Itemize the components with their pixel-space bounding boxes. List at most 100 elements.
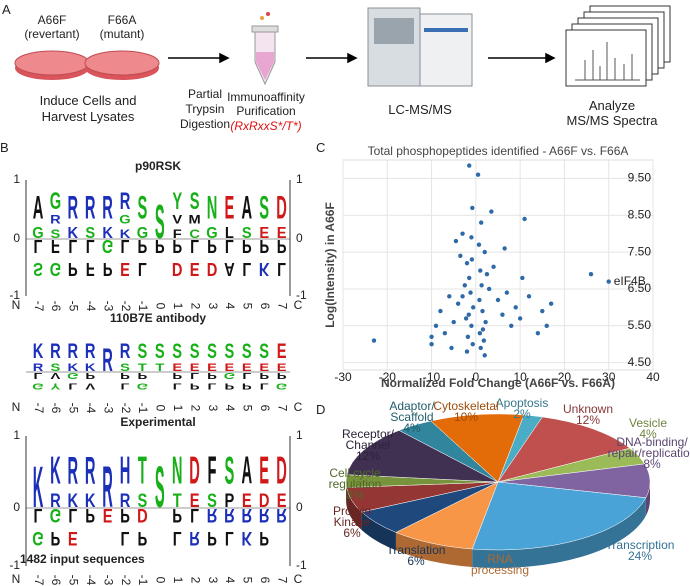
data-point: [482, 353, 487, 358]
logo-letter: L: [121, 236, 130, 257]
logo-letter: E: [225, 361, 235, 374]
logo-letter: S: [207, 489, 217, 512]
position-label: -1: [136, 301, 150, 312]
position-label: 0: [154, 303, 168, 310]
arrow-head: [347, 52, 358, 64]
logo-letter: R: [102, 190, 113, 226]
logo-title: 110B7E antibody: [110, 311, 206, 325]
logo-letter: D: [207, 258, 218, 279]
data-point: [464, 260, 470, 266]
data-point: [477, 330, 483, 336]
logo-letter: G: [32, 528, 43, 549]
position-label: -2: [119, 575, 133, 586]
pie-side: [395, 532, 473, 568]
logo-letter: L: [242, 258, 251, 279]
y-tick-label: 9.50: [628, 171, 652, 185]
position-label: 3: [206, 405, 220, 412]
logo-letter: D: [276, 190, 287, 226]
logo-letter: P: [85, 371, 95, 381]
logo-letter: P: [207, 371, 217, 381]
logo-letter: L: [34, 505, 43, 526]
pie-label: Unknown: [563, 402, 613, 416]
data-point: [495, 297, 501, 303]
tube-liquid: [256, 52, 274, 80]
y-tick-label: 8.50: [628, 207, 652, 221]
data-point: [469, 257, 475, 262]
logo-letter: S: [207, 338, 217, 363]
pie-slice: [395, 481, 499, 550]
logo-letter: P: [68, 258, 78, 279]
pie-value-label: 12%: [576, 413, 600, 427]
data-point: [464, 349, 470, 354]
logo-letter: R: [102, 343, 113, 379]
data-point: [458, 253, 463, 258]
data-point: [480, 327, 486, 332]
logo-letter: H: [120, 449, 131, 493]
pie-label: processing: [471, 563, 529, 577]
logo-axis-label: -1: [9, 558, 20, 572]
logo-letter: A: [242, 190, 253, 226]
step-text: Induce Cells and: [40, 93, 137, 108]
y-axis-label: Log(Intensity) in A66F: [323, 202, 337, 328]
logo-letter: L: [34, 371, 43, 381]
data-point: [535, 330, 541, 336]
logo-letter: R: [85, 190, 96, 226]
panel-label: A: [2, 2, 11, 17]
logo-letter: E: [207, 361, 217, 374]
logo-letter: L: [190, 371, 199, 381]
logo-axis-label: 0: [296, 231, 303, 245]
data-point: [469, 323, 474, 328]
x-tick-label: -20: [379, 370, 397, 384]
logo-letter: R: [120, 489, 131, 512]
position-label: -4: [84, 301, 98, 312]
position-label: -4: [84, 575, 98, 586]
data-point: [429, 334, 434, 340]
pie-label: Apoptosis: [496, 396, 549, 410]
logo-letter: G: [32, 224, 43, 242]
logo-axis-label: -1: [296, 288, 307, 302]
logo-letter: V: [51, 371, 61, 381]
logo-letter: S: [172, 338, 182, 363]
pie-slice: [346, 430, 499, 483]
logo-letter: L: [86, 236, 95, 257]
data-point: [477, 297, 482, 303]
position-label: -1: [136, 403, 150, 414]
logo-letter: T: [138, 449, 147, 493]
logo-letter: L: [225, 224, 234, 242]
position-label: 0: [154, 405, 168, 412]
position-label: N: [12, 400, 21, 414]
arrow-head: [219, 52, 230, 64]
position-label: 7: [275, 405, 289, 412]
pie-label: Cell cycle: [329, 466, 381, 480]
logo-letter: E: [172, 361, 182, 374]
pie-label: repair/replication: [608, 446, 690, 460]
chart-title: Total phosphopeptides identified - A66F …: [368, 144, 629, 158]
logo-letter: L: [260, 381, 269, 391]
position-label: 1: [171, 405, 185, 412]
data-point: [470, 342, 475, 347]
logo-letter: K: [120, 227, 131, 240]
logo-letter: E: [277, 361, 287, 374]
logo-letter: P: [138, 371, 148, 381]
data-point: [455, 301, 461, 306]
logo-letter: P: [138, 528, 148, 549]
dish: [14, 50, 90, 76]
arrow-head: [545, 52, 556, 64]
logo-letter: R: [50, 338, 61, 363]
logo-letter: K: [85, 361, 96, 374]
data-point: [548, 301, 554, 306]
logo-letter: E: [259, 224, 269, 242]
pie-value-label: 6%: [343, 526, 361, 540]
logo-letter: G: [50, 188, 61, 215]
logo-letter: E: [190, 361, 200, 374]
step-text: Harvest Lysates: [42, 109, 135, 124]
strain-note: (mutant): [100, 27, 145, 41]
logo-letter: G: [32, 381, 43, 391]
data-point: [479, 283, 484, 288]
pie-label: Adaptor/: [389, 399, 435, 413]
position-label: 6: [258, 303, 272, 310]
logo-axis-label: 1: [296, 172, 303, 186]
data-point: [475, 172, 481, 177]
logo-letter: S: [120, 361, 130, 374]
